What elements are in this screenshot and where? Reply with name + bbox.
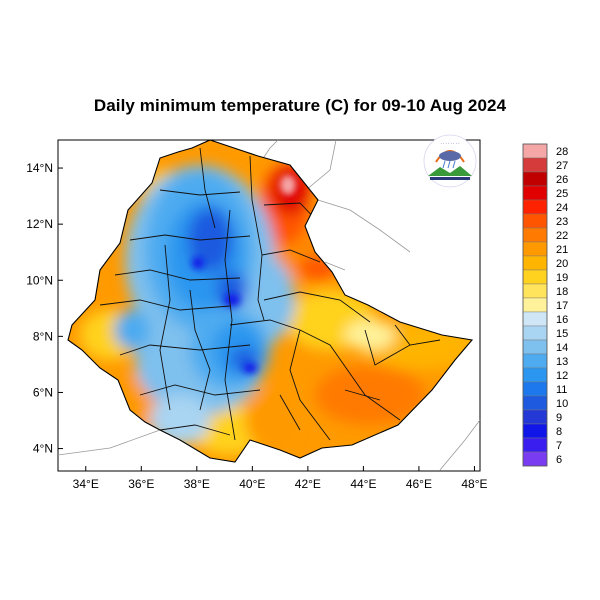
colorbar-label: 22 xyxy=(556,230,568,242)
colorbar-label: 15 xyxy=(556,328,568,340)
colorbar-label: 6 xyxy=(556,454,562,466)
colorbar-swatch xyxy=(522,367,548,383)
lat-tick-label: 8°N xyxy=(33,329,53,343)
colorbar-swatch xyxy=(522,381,548,397)
colorbar-swatch xyxy=(522,283,548,299)
colorbar-label: 21 xyxy=(556,244,568,256)
admin-boundaries xyxy=(99,147,441,441)
colorbar-label: 16 xyxy=(556,314,568,326)
colorbar-label: 18 xyxy=(556,286,568,298)
colorbar-label: 26 xyxy=(556,174,568,186)
colorbar-swatch xyxy=(522,423,548,439)
colorbar-swatch xyxy=(522,269,548,285)
lon-tick-label: 34°E xyxy=(73,477,99,491)
colorbar-swatch xyxy=(522,241,548,257)
temperature-field xyxy=(68,140,472,462)
colorbar-label: 28 xyxy=(556,146,568,158)
colorbar-label: 25 xyxy=(556,188,568,200)
colorbar-label: 10 xyxy=(556,398,568,410)
colorbar-label: 13 xyxy=(556,356,568,368)
colorbar-swatch xyxy=(522,409,548,425)
colorbar-label: 27 xyxy=(556,160,568,172)
colorbar-swatch xyxy=(522,143,548,159)
colorbar-swatch xyxy=(522,213,548,229)
ethiopia-outline xyxy=(67,139,474,463)
colorbar-swatch xyxy=(522,157,548,173)
colorbar-swatch xyxy=(522,297,548,313)
lon-tick-label: 44°E xyxy=(350,477,376,491)
lat-tick-label: 6°N xyxy=(33,385,53,399)
colorbar-label: 20 xyxy=(556,258,568,270)
lon-tick-label: 46°E xyxy=(406,477,432,491)
neighbor-borders xyxy=(57,139,481,471)
colorbar-label: 11 xyxy=(556,384,567,396)
colorbar-swatch xyxy=(522,353,548,369)
colorbar-frame xyxy=(522,143,548,467)
colorbar-swatch xyxy=(522,395,548,411)
colorbar-label: 7 xyxy=(556,440,562,452)
lon-tick-label: 36°E xyxy=(128,477,154,491)
colorbar-swatch xyxy=(522,171,548,187)
lon-tick-label: 42°E xyxy=(295,477,321,491)
colorbar-label: 19 xyxy=(556,272,568,284)
agency-logo: · · · · · · · · xyxy=(423,134,477,188)
colorbar-label: 17 xyxy=(556,300,568,312)
colorbar-swatch xyxy=(522,325,548,341)
map-frame xyxy=(57,139,481,472)
colorbar-swatch xyxy=(522,185,548,201)
colorbar-label: 23 xyxy=(556,216,568,228)
colorbar-swatch xyxy=(522,311,548,327)
lat-tick-label: 10°N xyxy=(26,273,53,287)
lat-tick-label: 12°N xyxy=(26,217,53,231)
lon-tick-label: 38°E xyxy=(184,477,210,491)
lon-tick-label: 40°E xyxy=(239,477,265,491)
colorbar-label: 24 xyxy=(556,202,568,214)
colorbar-swatch xyxy=(522,199,548,215)
latitude-ticks: 14°N 12°N 10°N 8°N 6°N 4°N xyxy=(26,161,63,456)
colorbar-label: 14 xyxy=(556,342,568,354)
colorbar-label: 8 xyxy=(556,426,562,438)
map-title: Daily minimum temperature (C) for 09-10 … xyxy=(93,96,507,115)
colorbar-swatch xyxy=(522,437,548,453)
lat-tick-label: 4°N xyxy=(33,442,53,456)
temperature-colorbar: 28 27 26 25 24 23 22 21 20 19 18 17 16 15 14 13 12 11 10 9 8… xyxy=(522,143,568,467)
colorbar-swatch xyxy=(522,227,548,243)
colorbar-swatch xyxy=(522,339,548,355)
longitude-ticks: 34°E 36°E 38°E 40°E 42°E 44°E 46°E 48°E xyxy=(73,466,488,491)
colorbar-label: 9 xyxy=(556,412,562,424)
colorbar-swatch xyxy=(522,255,548,271)
svg-text:· · · · · · · ·: · · · · · · · · xyxy=(440,141,459,146)
lat-tick-label: 14°N xyxy=(26,161,53,175)
colorbar-label: 12 xyxy=(556,370,568,382)
lon-tick-label: 48°E xyxy=(461,477,487,491)
colorbar-swatch xyxy=(522,451,548,467)
